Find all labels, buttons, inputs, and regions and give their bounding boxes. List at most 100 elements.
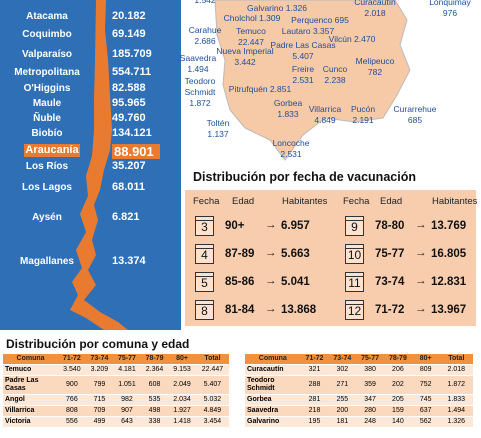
- age: 87-89: [225, 248, 255, 260]
- commune-name: Cunco: [322, 64, 348, 74]
- cell: 608: [140, 375, 169, 395]
- commune-name: Carahue: [188, 25, 222, 35]
- cell: 380: [356, 364, 384, 376]
- cell: 535: [140, 394, 169, 406]
- cell: 2.034: [168, 394, 196, 406]
- commune-name: Lonquimay: [429, 0, 471, 7]
- commune-label: Toltén 1.137: [207, 118, 230, 140]
- region-value: 88.901: [112, 144, 160, 159]
- age: 75-77: [375, 248, 405, 260]
- header-cell: Total: [439, 354, 473, 365]
- region-name: Coquimbo: [22, 29, 72, 40]
- region-name: Aysén: [32, 212, 62, 223]
- arrow: →: [265, 275, 277, 287]
- cell: Gorbea: [245, 394, 301, 406]
- cell: 562: [411, 416, 440, 427]
- cell: 359: [356, 375, 384, 395]
- region-value: 20.182: [112, 10, 146, 22]
- schedule-title: Distribución por fecha de vacunación: [193, 170, 416, 184]
- header-cell: 73-74: [328, 354, 357, 365]
- age: 81-84: [225, 304, 255, 316]
- region-name: Los Lagos: [21, 182, 72, 193]
- commune-label: 1.542: [194, 0, 215, 6]
- cell: 499: [85, 416, 114, 427]
- data-row: Padre Las Casas 900 799 1.051 608 2.049 5.407: [3, 375, 229, 395]
- cell: 288: [300, 375, 329, 395]
- commune-label: Padre Las Casas 5.407: [270, 40, 335, 62]
- arrow: →: [265, 247, 277, 259]
- cell: 248: [356, 416, 384, 427]
- commune-label: Teodoro Schmidt 1.872: [178, 76, 222, 109]
- cell: 1.927: [168, 405, 196, 417]
- age: 85-86: [225, 276, 255, 288]
- commune-value: 2.851: [269, 84, 292, 94]
- arrow: →: [415, 303, 427, 315]
- date-icon: 12: [345, 300, 364, 320]
- age: 90+: [225, 220, 245, 232]
- arrow: →: [415, 275, 427, 287]
- cell: 1.833: [439, 394, 473, 406]
- cell: 3.454: [195, 416, 229, 427]
- header-cell: 75-77: [113, 354, 141, 365]
- inhabitants: 5.041: [281, 276, 310, 288]
- cell: 281: [300, 394, 329, 406]
- header-cell: Total: [195, 354, 229, 365]
- commune-label: Temuco 22.447: [236, 26, 266, 48]
- region-value: 185.709: [112, 48, 152, 60]
- commune-name: Teodoro Schmidt: [184, 76, 216, 97]
- commune-name: Perquenco: [291, 15, 333, 25]
- commune-name: Melipeuco: [355, 56, 395, 66]
- cell: 1.326: [439, 416, 473, 427]
- date-icon: 3: [195, 216, 214, 236]
- cell: 347: [356, 394, 384, 406]
- commune-value: 1.542: [194, 0, 216, 5]
- commune-label: Curarrehue 685: [394, 104, 437, 126]
- header-cell: Comuna: [3, 354, 59, 365]
- commune-label: Perquenco 695: [291, 15, 349, 26]
- cell: 808: [58, 405, 86, 417]
- commune-name: Cholchol: [223, 13, 257, 23]
- schedule-header: Habitantes: [432, 196, 478, 207]
- commune-value: 976: [442, 8, 458, 18]
- region-value: 82.588: [112, 82, 146, 94]
- cell: 255: [328, 394, 357, 406]
- commune-name: Villarrica: [308, 104, 342, 114]
- cell: 140: [384, 416, 412, 427]
- data-row: Teodoro Schmidt 288 271 359 202 752 1.872: [245, 375, 473, 395]
- commune-label: Curacautín 2.018: [354, 0, 396, 19]
- cell: 1.872: [439, 375, 473, 395]
- commune-name: Lautaro: [281, 26, 311, 36]
- commune-label: Saavedra 1.494: [180, 53, 216, 75]
- data-row: Galvarino 195 181 248 140 562 1.326: [245, 416, 473, 427]
- cell: Padre Las Casas: [3, 375, 59, 395]
- commune-label: Lonquimay 976: [429, 0, 471, 19]
- commune-label: Loncoche 2.531: [273, 138, 310, 160]
- commune-value: 2.686: [194, 36, 216, 46]
- cell: 3.540: [58, 364, 86, 376]
- header-row: Comuna 71-72 73-74 75-77 78-79 80+ Total: [3, 354, 229, 365]
- cell: 4.849: [195, 405, 229, 417]
- region-name: O'Higgins: [23, 83, 71, 94]
- cell: 195: [300, 416, 329, 427]
- cell: 22.447: [195, 364, 229, 376]
- inhabitants: 13.967: [431, 304, 467, 316]
- date-icon: 11: [345, 272, 364, 292]
- cell: 900: [58, 375, 86, 395]
- cell: 766: [58, 394, 86, 406]
- region-value: 554.711: [112, 66, 152, 78]
- region-name: Atacama: [26, 11, 68, 22]
- commune-value: 2.238: [324, 75, 346, 85]
- commune-value: 2.191: [352, 115, 374, 125]
- arrow: →: [265, 219, 277, 231]
- commune-name: Gorbea: [273, 98, 303, 108]
- araucania-shape: [214, 0, 411, 161]
- region-value: 13.374: [112, 255, 146, 267]
- commune-name: Freire: [291, 64, 315, 74]
- cell: 271: [328, 375, 357, 395]
- cell: Villarrica: [3, 405, 59, 417]
- commune-label: Carahue 2.686: [189, 25, 222, 47]
- region-name: Araucanía: [24, 144, 80, 157]
- commune-name: Curarrehue: [393, 104, 437, 114]
- data-row: Angol 766 715 982 535 2.034 5.032: [3, 394, 229, 406]
